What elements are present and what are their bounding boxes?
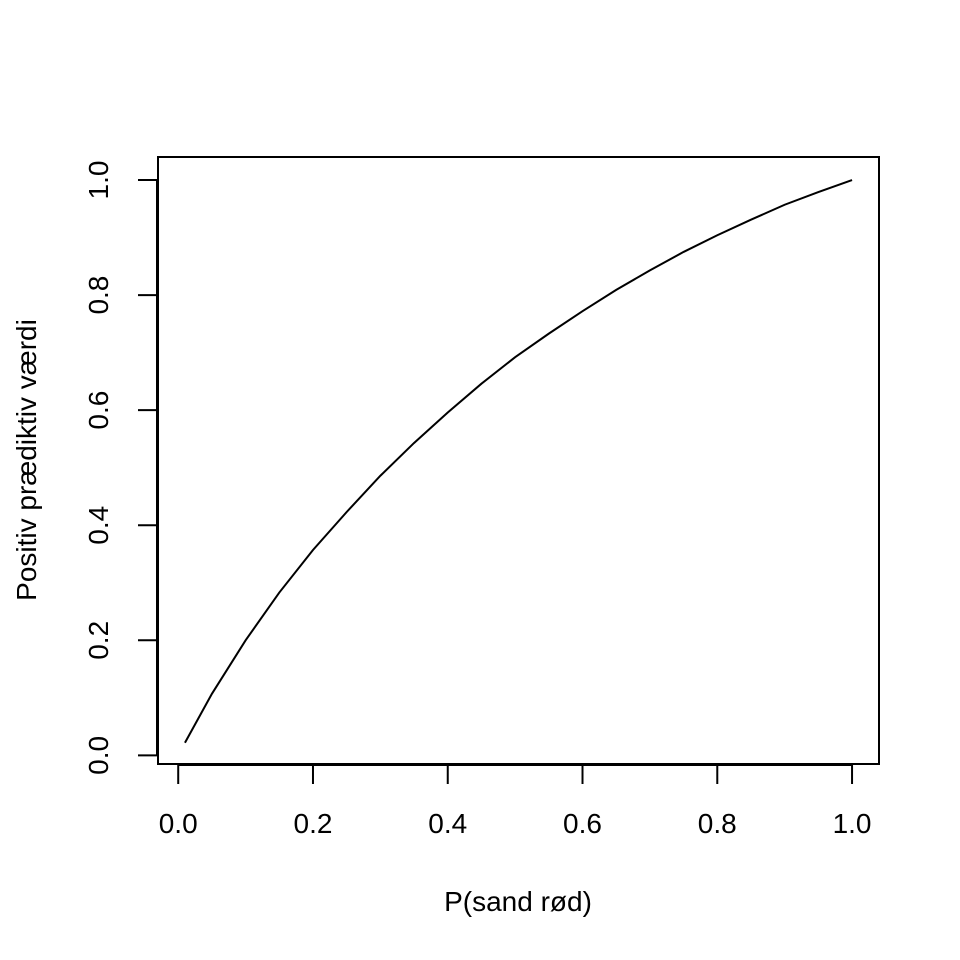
y-tick-label: 0.8 <box>83 276 114 315</box>
x-tick-label: 0.2 <box>294 808 333 839</box>
y-tick-label: 0.4 <box>83 506 114 545</box>
x-tick-label: 1.0 <box>833 808 872 839</box>
x-tick-label: 0.4 <box>428 808 467 839</box>
x-tick-label: 0.6 <box>563 808 602 839</box>
y-tick-label: 1.0 <box>83 161 114 200</box>
y-tick-label: 0.6 <box>83 391 114 430</box>
y-tick-label: 0.0 <box>83 736 114 775</box>
series-line <box>184 179 853 744</box>
x-axis-title: P(sand rød) <box>444 886 592 917</box>
x-tick-label: 0.0 <box>159 808 198 839</box>
x-axis: 0.0 0.2 0.4 0.6 0.8 1.0 <box>159 764 872 839</box>
y-tick-label: 0.2 <box>83 621 114 660</box>
y-axis-title: Positiv prædiktiv værdi <box>11 319 42 601</box>
x-tick-label: 0.8 <box>698 808 737 839</box>
plot-box <box>157 156 880 765</box>
y-axis: 0.0 0.2 0.4 0.6 0.8 1.0 <box>83 161 158 775</box>
